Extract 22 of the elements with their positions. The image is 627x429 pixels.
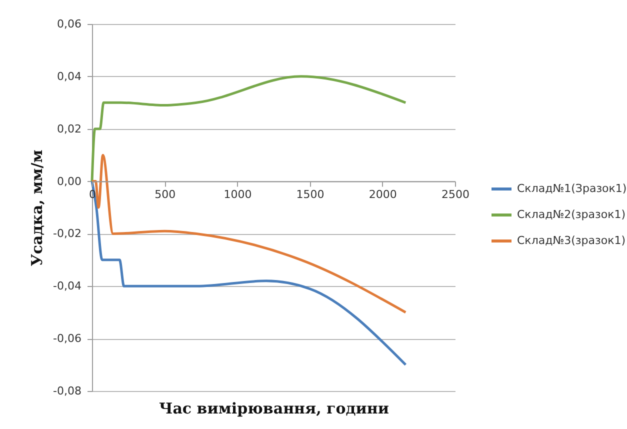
y-tick-label: -0,06 (53, 332, 82, 346)
line-series (90, 180, 407, 366)
legend-label: Склад№2(зразок1) (517, 208, 626, 221)
x-axis-title: Час вимірювання, години (159, 400, 389, 418)
y-axis-title: Усадка, мм/м (28, 150, 46, 266)
x-tick-label: 1500 (296, 188, 324, 201)
x-tick-label: 2500 (442, 188, 470, 201)
y-tick-label: -0,02 (53, 227, 82, 240)
y-tick-label: 0,02 (57, 122, 82, 136)
legend-label: Склад№3(зразок1) (517, 234, 626, 247)
line-series (90, 75, 407, 183)
legend-label: Склад№1(Зразок1) (517, 182, 627, 195)
y-tick-label: -0,08 (53, 384, 82, 398)
x-tick-label: 500 (154, 188, 176, 201)
y-tick-label: 0,04 (57, 70, 82, 83)
x-tick-label: 2000 (368, 188, 397, 201)
y-tick-label: 0,00 (57, 174, 82, 188)
x-tick-label: 1000 (224, 188, 252, 201)
x-tick-label: 0 (89, 188, 96, 201)
line-series (90, 154, 407, 314)
y-tick-label: 0,06 (57, 18, 82, 30)
y-tick-label: -0,04 (53, 280, 82, 293)
